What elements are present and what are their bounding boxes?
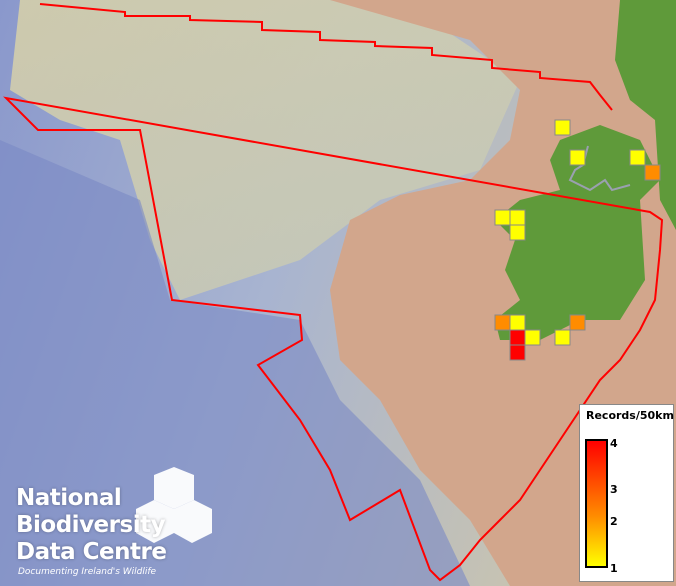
legend-tick-1: 1 [610, 562, 618, 575]
nbdc-logo: National Biodiversity Data Centre Docume… [16, 465, 216, 580]
boundary-line [3, 3, 664, 582]
record-cell[interactable] [644, 164, 661, 181]
record-cell[interactable] [509, 329, 526, 346]
legend-tick-2: 2 [610, 515, 618, 528]
porcupine-bank [10, 0, 520, 300]
deep-ocean-south [0, 140, 470, 586]
record-cell[interactable] [509, 224, 526, 241]
record-cell[interactable] [494, 209, 511, 226]
britain-land [615, 0, 676, 230]
record-cell[interactable] [569, 149, 586, 166]
record-cell[interactable] [629, 149, 646, 166]
logo-line-2: Biodiversity [16, 512, 166, 538]
legend-tick-3: 3 [610, 483, 618, 496]
record-cells [494, 119, 661, 361]
record-cell[interactable] [554, 329, 571, 346]
record-cell[interactable] [509, 314, 526, 331]
legend: Records/50km 4 3 2 1 [579, 404, 674, 582]
logo-line-1: National [16, 485, 122, 511]
logo-hexagon-icon [136, 467, 212, 543]
northern-ireland-border [568, 145, 631, 192]
ireland-land [495, 125, 660, 340]
logo-tagline: Documenting Ireland's Wildlife [18, 567, 157, 577]
legend-tick-4: 4 [610, 437, 618, 450]
record-cell[interactable] [554, 119, 571, 136]
logo-line-3: Data Centre [16, 539, 167, 565]
record-cell[interactable] [494, 314, 511, 331]
record-cell[interactable] [524, 329, 541, 346]
record-cell[interactable] [569, 314, 586, 331]
legend-color-ramp [585, 439, 608, 568]
legend-title: Records/50km [586, 409, 674, 422]
record-cell[interactable] [509, 209, 526, 226]
record-cell[interactable] [509, 344, 526, 361]
